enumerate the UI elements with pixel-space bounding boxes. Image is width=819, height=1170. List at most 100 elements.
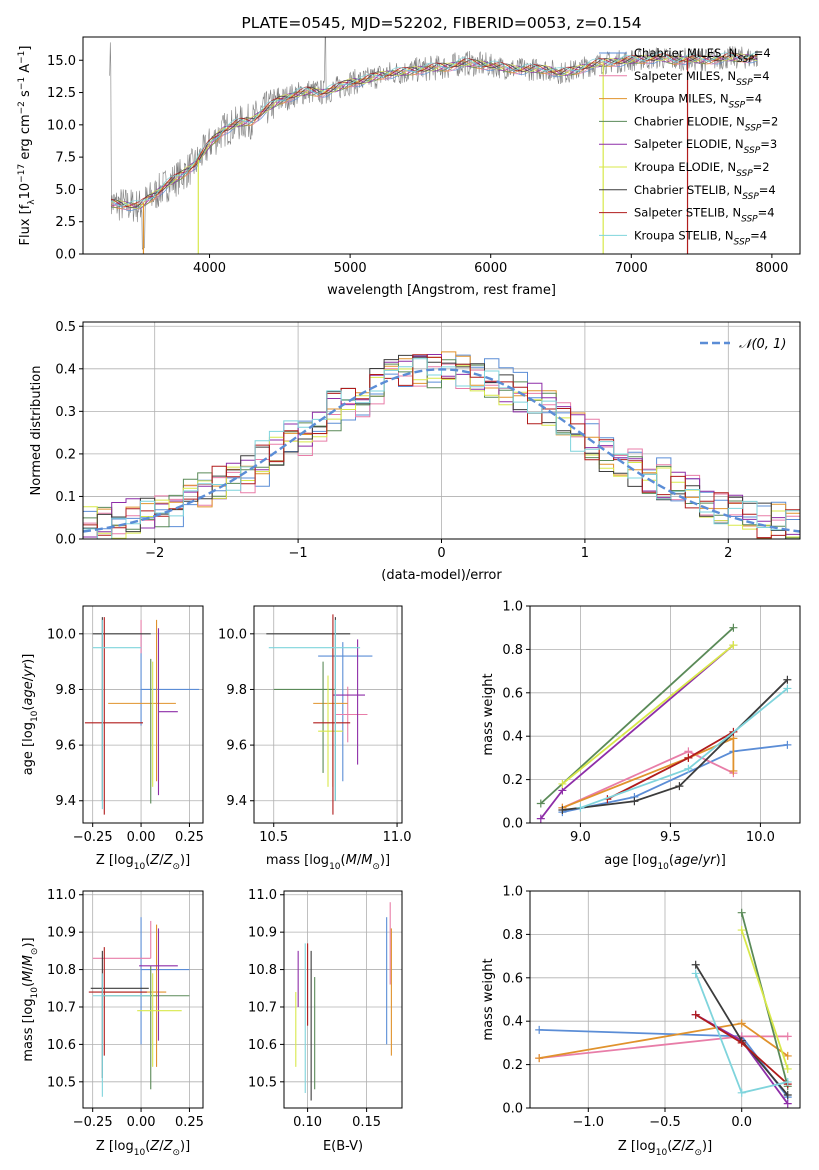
y-axis-label: mass weight	[481, 958, 496, 1040]
y-tick-label: 11.0	[47, 888, 76, 903]
y-tick-label: 15.0	[47, 54, 76, 69]
y-tick-label: 9.4	[226, 794, 247, 809]
weight-marker	[558, 805, 567, 814]
y-tick-label: 1.0	[502, 600, 523, 615]
plot-area	[535, 908, 792, 1108]
plot-area	[295, 902, 392, 1101]
x-tick-label: 6000	[474, 261, 507, 276]
plot-area	[536, 623, 792, 823]
y-tick-label: 0.2	[502, 773, 523, 788]
legend-entry: 𝒩(0, 1)	[739, 337, 786, 352]
x-axis-label: mass [log10(M/M⊙)]	[266, 853, 390, 872]
weight-line	[740, 929, 789, 1070]
axes-frame	[82, 36, 801, 255]
y-tick-label: 2.5	[55, 215, 76, 230]
y-tick-label: 9.8	[226, 683, 247, 698]
y-tick-label: 0.5	[55, 320, 76, 335]
x-tick-label: −2	[145, 546, 164, 561]
axes-frame	[253, 605, 403, 824]
y-tick-label: 0.4	[502, 730, 523, 745]
x-tick-label: −0.5	[649, 1115, 681, 1130]
weight-line	[562, 737, 735, 809]
weight-marker	[576, 803, 585, 812]
y-tick-label: 10.0	[47, 118, 76, 133]
legend-entry: Salpeter MILES, NSSP=4	[634, 69, 770, 88]
plot-area	[266, 614, 373, 815]
y-axis-label: Flux [fλ10−17 erg cm−2 s−1 A−1]	[17, 46, 37, 246]
y-tick-label: 0.3	[55, 405, 76, 420]
y-tick-label: 7.5	[55, 151, 76, 166]
y-axis-label: age [log10(age/yr)]	[21, 654, 40, 776]
axes-frame	[82, 890, 204, 1109]
x-tick-label: −1.0	[573, 1115, 605, 1130]
weight-line	[561, 644, 734, 785]
x-tick-label: 0.00	[127, 1115, 156, 1130]
x-axis-label: (data-model)/error	[381, 568, 502, 583]
x-tick-label: −0.25	[73, 830, 113, 845]
y-tick-label: 10.0	[47, 627, 76, 642]
y-tick-label: 10.8	[47, 963, 76, 978]
weight-marker	[737, 926, 746, 935]
observed-spectrum	[109, 37, 758, 250]
x-tick-label: 10.5	[259, 830, 288, 845]
x-tick-label: 9.5	[660, 830, 681, 845]
weight-line	[540, 627, 735, 805]
weight-marker	[737, 1019, 746, 1028]
normal-curve	[83, 368, 800, 533]
weight-marker	[558, 779, 567, 788]
y-tick-label: 0.8	[502, 928, 523, 943]
weight-marker	[691, 969, 700, 978]
y-tick-label: 10.5	[47, 1075, 76, 1090]
y-tick-label: 10.8	[248, 963, 277, 978]
legend-entry: Kroupa MILES, NSSP=4	[634, 92, 762, 111]
weight-marker	[729, 623, 738, 632]
weight-marker	[630, 797, 639, 806]
legend-entry: Kroupa STELIB, NSSP=4	[634, 228, 767, 247]
weight-marker	[783, 1099, 792, 1108]
weight-line	[562, 744, 788, 813]
weight-marker	[783, 740, 792, 749]
x-tick-label: 9.0	[570, 830, 591, 845]
x-tick-label: 0.25	[175, 830, 204, 845]
y-tick-label: 0.4	[55, 362, 76, 377]
weight-marker	[783, 1090, 792, 1099]
weight-marker	[783, 1032, 792, 1041]
weight-marker	[783, 1077, 792, 1086]
weight-line	[562, 679, 789, 811]
x-axis-label: E(B-V)	[323, 1139, 363, 1154]
y-tick-label: 0.6	[502, 686, 523, 701]
weight-marker	[535, 1054, 544, 1063]
weight-marker	[737, 1088, 746, 1097]
axes-frame	[283, 890, 403, 1109]
weight-marker	[691, 1010, 700, 1019]
weight-marker	[783, 1064, 792, 1073]
legend-entry: Salpeter STELIB, NSSP=4	[634, 206, 775, 225]
weight-marker	[675, 782, 684, 791]
y-tick-label: 5.0	[55, 183, 76, 198]
y-axis-label: mass weight	[481, 673, 496, 755]
x-tick-label: 0.00	[127, 830, 156, 845]
y-tick-label: 9.6	[226, 739, 247, 754]
weight-marker	[535, 1025, 544, 1034]
weight-line	[540, 644, 734, 820]
plot-area	[109, 37, 758, 254]
y-tick-label: 10.9	[47, 926, 76, 941]
x-tick-label: 0.10	[293, 1115, 322, 1130]
weight-marker	[783, 684, 792, 693]
x-tick-label: 10.0	[746, 830, 775, 845]
y-axis-label: Normed distribution	[29, 366, 44, 496]
y-tick-label: 11.0	[248, 888, 277, 903]
y-tick-label: 12.5	[47, 86, 76, 101]
y-axis-label: mass [log10(M/M⊙)]	[21, 937, 40, 1061]
weight-line	[539, 1029, 789, 1098]
weight-marker	[684, 764, 693, 773]
y-tick-label: 0.8	[502, 643, 523, 658]
y-tick-label: 10.0	[218, 627, 247, 642]
y-tick-label: 10.5	[248, 1075, 277, 1090]
weight-marker	[536, 814, 545, 823]
x-axis-label: age [log10(age/yr)]	[604, 853, 726, 872]
x-tick-label: −1	[289, 546, 308, 561]
weight-marker	[783, 1051, 792, 1060]
weight-marker	[729, 766, 738, 775]
y-tick-label: 1.0	[502, 885, 523, 900]
